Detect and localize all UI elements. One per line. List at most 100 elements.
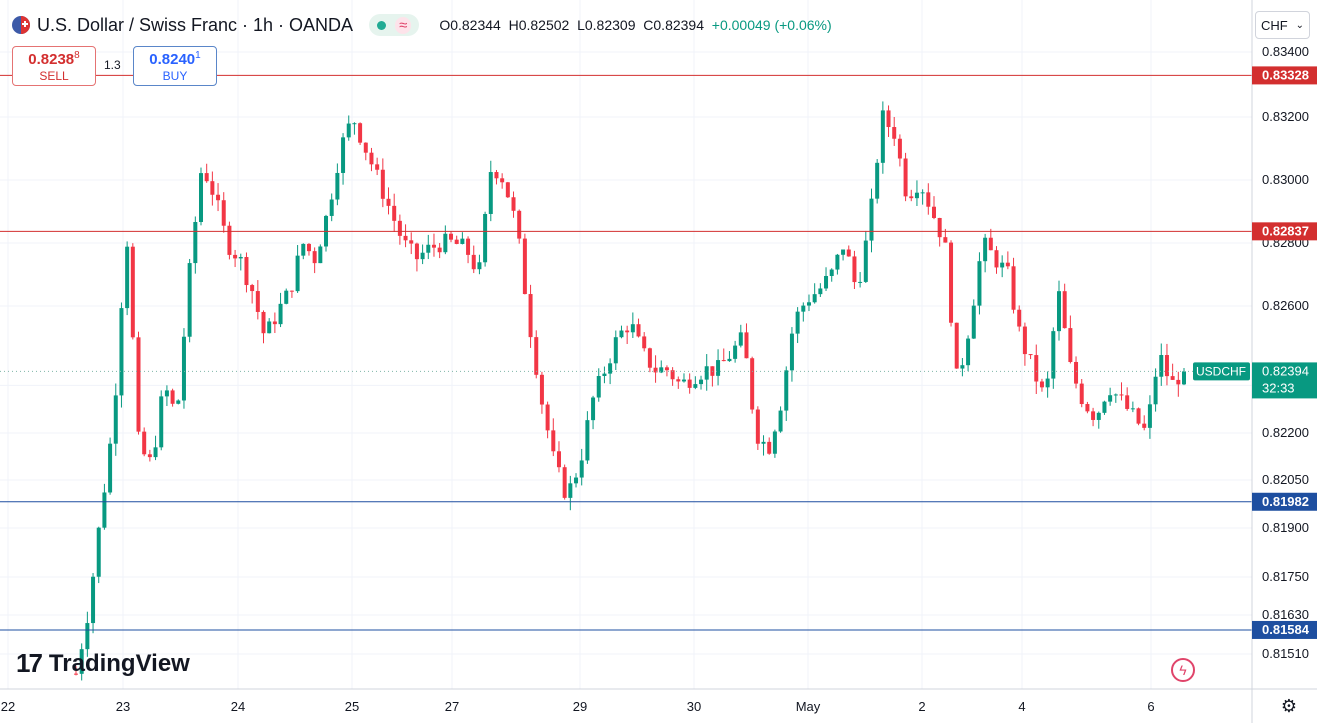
candle-body xyxy=(431,244,436,248)
candle-body xyxy=(522,238,527,295)
candle-body xyxy=(704,366,709,380)
tradingview-wordmark: TradingView xyxy=(48,649,190,677)
level-price-tag xyxy=(1252,620,1317,639)
candle-body xyxy=(943,237,948,243)
x-tick-label: 23 xyxy=(116,699,130,714)
candle-body xyxy=(295,255,300,292)
candle-body xyxy=(341,137,346,173)
candle-body xyxy=(272,321,277,325)
market-status-badge[interactable]: ≈ xyxy=(369,14,420,36)
candle-body xyxy=(1034,355,1039,382)
candle-body xyxy=(113,395,118,444)
candle-body xyxy=(931,206,936,218)
candle-body xyxy=(1085,404,1090,412)
candle-body xyxy=(824,275,829,289)
candle-body xyxy=(420,252,425,260)
candle-body xyxy=(1136,408,1141,424)
candle-body xyxy=(1091,411,1096,420)
level-price-label: 0.81982 xyxy=(1262,494,1309,509)
candle-body xyxy=(591,397,596,421)
candle-body xyxy=(443,233,448,253)
currency-label: CHF xyxy=(1260,17,1288,33)
candle-body xyxy=(670,370,675,380)
level-price-tag xyxy=(1252,66,1317,85)
level-price-label: 0.81584 xyxy=(1262,622,1310,637)
candle-body xyxy=(653,367,658,373)
candle-body xyxy=(846,249,851,257)
candle-body xyxy=(721,360,726,362)
candle-body xyxy=(1028,354,1033,356)
candle-body xyxy=(699,379,704,385)
candle-body xyxy=(176,400,181,404)
candle-body xyxy=(1119,394,1124,396)
candle-body xyxy=(1182,371,1186,385)
candle-body xyxy=(1056,291,1061,332)
candle-body xyxy=(585,420,590,461)
buy-button[interactable]: 0.82401 BUY xyxy=(133,46,217,86)
buy-price: 0.8240 xyxy=(149,51,196,68)
candle-body xyxy=(335,172,340,200)
candle-body xyxy=(818,288,823,295)
candle-body xyxy=(534,337,539,375)
candle-body xyxy=(494,172,499,179)
candle-body xyxy=(608,363,613,374)
candle-body xyxy=(261,311,266,334)
candle-body xyxy=(414,243,419,260)
ohlc-readout: O0.82344 H0.82502 L0.82309 C0.82394 +0.0… xyxy=(439,17,831,33)
candle-body xyxy=(909,196,914,199)
price-labels: 0.83328 0.82837 0.81982 0.81584 USDCHF 0.8239… xyxy=(0,66,1317,639)
settings-icon[interactable]: ⚙ xyxy=(1280,695,1298,716)
candle-body xyxy=(369,152,374,165)
candle-body xyxy=(312,251,317,264)
candle-body xyxy=(170,390,175,404)
symbol-title[interactable]: U.S. Dollar / Swiss Franc · 1h · OANDA xyxy=(37,14,354,35)
candle-body xyxy=(329,199,334,216)
candle-body xyxy=(255,291,260,312)
candle-body xyxy=(772,431,777,454)
candle-body xyxy=(392,205,397,221)
candle-body xyxy=(238,257,243,259)
candle-body xyxy=(812,294,817,303)
candle-body xyxy=(1176,379,1181,385)
candle-body xyxy=(897,138,902,159)
candle-body xyxy=(85,623,90,650)
x-tick-label: 4 xyxy=(1018,699,1025,714)
candle-body xyxy=(284,290,289,304)
x-tick-label: 24 xyxy=(231,699,245,714)
candle-body xyxy=(488,172,493,214)
candle-body xyxy=(1102,401,1107,413)
candle-body xyxy=(983,237,988,262)
candle-body xyxy=(1022,326,1027,355)
candle-body xyxy=(1051,331,1056,379)
candle-body xyxy=(108,443,113,493)
horizontal-lines[interactable] xyxy=(0,74,1252,631)
candle-body xyxy=(216,194,221,201)
candle-body xyxy=(892,127,897,139)
candle-body xyxy=(1011,266,1016,310)
y-tick-label: 0.81750 xyxy=(1262,569,1309,584)
currency-button[interactable]: CHF ⌄ xyxy=(1255,11,1310,39)
candle-body xyxy=(875,162,880,199)
candle-body xyxy=(886,110,891,128)
candle-body xyxy=(693,384,698,388)
y-tick-label: 0.82200 xyxy=(1262,425,1309,440)
x-tick-label: 30 xyxy=(687,699,701,714)
candle-body xyxy=(625,330,630,333)
candle-body xyxy=(761,441,766,444)
flash-icon[interactable]: ϟ xyxy=(1171,658,1195,682)
candle-body xyxy=(767,441,772,454)
chart-header: U.S. Dollar / Swiss Franc · 1h · OANDA ≈… xyxy=(12,13,832,37)
candle-body xyxy=(858,281,863,283)
ohlc-high: H0.82502 xyxy=(508,17,570,33)
candle-body xyxy=(977,261,982,306)
sell-button[interactable]: 0.82388 SELL xyxy=(12,46,96,86)
candle-body xyxy=(880,110,885,163)
candle-body xyxy=(91,576,96,624)
tradingview-logo[interactable]: 17 TradingView xyxy=(16,648,190,679)
candle-body xyxy=(789,333,794,371)
candle-body xyxy=(1017,309,1022,327)
candle-body xyxy=(1068,328,1073,362)
y-tick-label: 0.81510 xyxy=(1262,646,1309,661)
